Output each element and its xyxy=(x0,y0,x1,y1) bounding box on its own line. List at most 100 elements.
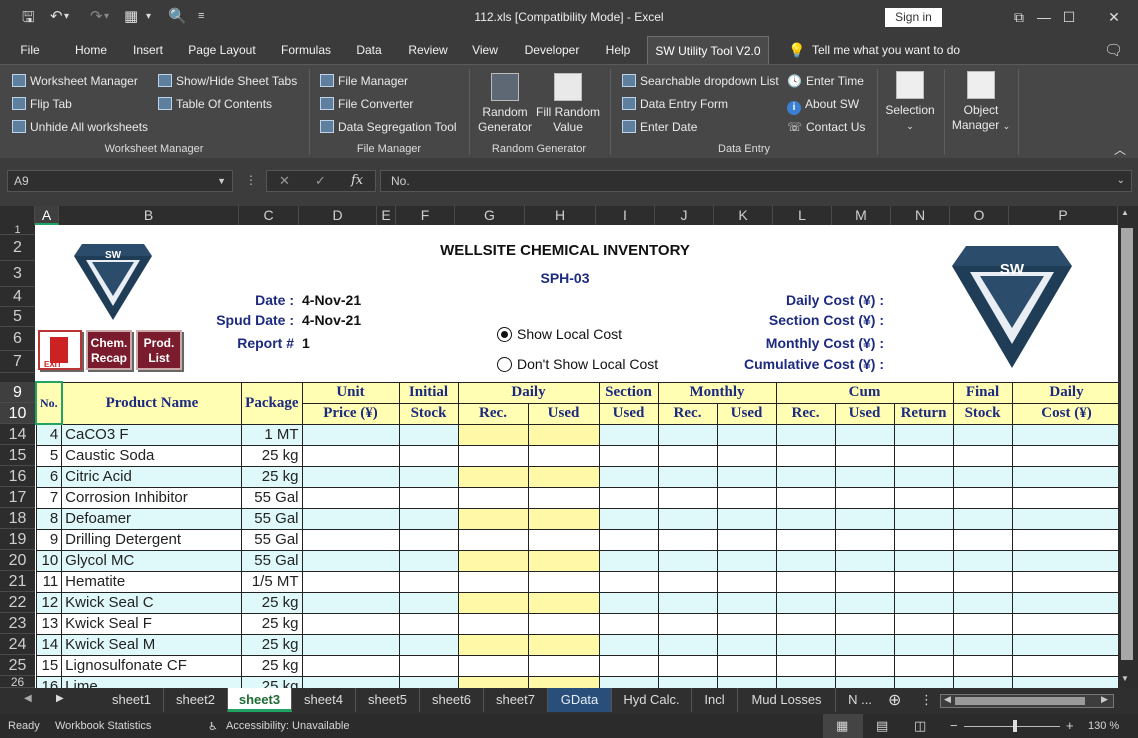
data-cell[interactable] xyxy=(527,507,600,530)
product-name[interactable]: Kwick Seal M xyxy=(61,633,243,656)
data-cell[interactable] xyxy=(716,591,777,614)
tab-review[interactable]: Review xyxy=(408,43,448,57)
data-cell[interactable] xyxy=(598,570,659,593)
data-cell[interactable] xyxy=(775,675,836,688)
data-cell[interactable] xyxy=(1011,465,1122,488)
data-cell[interactable] xyxy=(834,486,895,509)
fill-random-value-button[interactable]: Fill Random Value xyxy=(534,73,602,135)
data-cell[interactable] xyxy=(775,423,836,446)
data-cell[interactable] xyxy=(398,486,459,509)
prod-list-button[interactable]: Prod. List xyxy=(136,330,182,370)
header-daily-used[interactable]: Used xyxy=(527,402,600,425)
data-cell[interactable] xyxy=(457,570,529,593)
data-cell[interactable] xyxy=(301,570,400,593)
header-cum[interactable]: Cum xyxy=(775,381,954,404)
data-cell[interactable] xyxy=(893,549,954,572)
data-cell[interactable] xyxy=(598,612,659,635)
row-number[interactable]: 16 xyxy=(35,675,63,688)
add-sheet-icon[interactable]: ⊕ xyxy=(888,692,902,709)
table-row[interactable]: 16 Lime 25 kg xyxy=(35,675,1122,688)
data-cell[interactable] xyxy=(952,423,1013,446)
data-cell[interactable] xyxy=(598,528,659,551)
data-cell[interactable] xyxy=(1011,423,1122,446)
undo-dropdown-icon[interactable]: ▾ xyxy=(64,11,70,22)
column-header[interactable]: A xyxy=(35,206,59,225)
package[interactable]: 25 kg xyxy=(241,654,303,677)
header-cum-rec[interactable]: Rec. xyxy=(775,402,836,425)
scroll-right-icon[interactable]: ▶ xyxy=(1101,694,1108,704)
data-cell[interactable] xyxy=(398,591,459,614)
sheet-tab[interactable]: GData xyxy=(548,688,612,712)
minimize-icon[interactable]: — xyxy=(1037,9,1051,25)
zoom-in-icon[interactable]: + xyxy=(1066,718,1074,733)
sheet-tab[interactable]: sheet4 xyxy=(292,688,356,712)
data-cell[interactable] xyxy=(598,423,659,446)
header-section[interactable]: Section xyxy=(598,381,659,404)
tab-view[interactable]: View xyxy=(472,43,498,57)
enter-date-button[interactable]: Enter Date xyxy=(622,117,697,137)
header-final-stock-2[interactable]: Stock xyxy=(952,402,1013,425)
data-cell[interactable] xyxy=(598,654,659,677)
header-unit-price[interactable]: Unit xyxy=(301,381,400,404)
data-cell[interactable] xyxy=(598,444,659,467)
data-cell[interactable] xyxy=(527,591,600,614)
next-sheet-icon[interactable]: ▶ xyxy=(56,693,64,704)
product-name[interactable]: Kwick Seal F xyxy=(61,612,243,635)
data-cell[interactable] xyxy=(527,528,600,551)
header-final-stock[interactable]: Final xyxy=(952,381,1013,404)
zoom-out-icon[interactable]: − xyxy=(950,718,958,733)
data-cell[interactable] xyxy=(398,654,459,677)
random-generator-button[interactable]: Random Generator xyxy=(474,73,536,135)
column-header[interactable]: J xyxy=(655,206,714,225)
product-name[interactable]: Hematite xyxy=(61,570,243,593)
data-cell[interactable] xyxy=(775,528,836,551)
sheet-tab[interactable]: sheet7 xyxy=(484,688,548,712)
table-row[interactable]: 11 Hematite 1/5 MT xyxy=(35,570,1122,593)
row-header[interactable]: 20 xyxy=(0,550,35,571)
worksheet-manager-button[interactable]: Worksheet Manager xyxy=(12,71,138,91)
data-cell[interactable] xyxy=(598,675,659,688)
data-cell[interactable] xyxy=(952,486,1013,509)
accessibility-status[interactable]: Accessibility: Unavailable xyxy=(226,720,350,732)
data-cell[interactable] xyxy=(716,612,777,635)
product-name[interactable]: Corrosion Inhibitor xyxy=(61,486,243,509)
row-number[interactable]: 6 xyxy=(35,465,63,488)
product-name[interactable]: Lime xyxy=(61,675,243,688)
data-cell[interactable] xyxy=(893,570,954,593)
data-cell[interactable] xyxy=(657,465,718,488)
data-cell[interactable] xyxy=(457,528,529,551)
row-header[interactable]: 3 xyxy=(0,261,35,287)
row-number[interactable]: 12 xyxy=(35,591,63,614)
data-cell[interactable] xyxy=(834,591,895,614)
worksheet-grid[interactable]: A B C D E F G H I J K L M N O P 1 2 3 4 … xyxy=(0,206,1138,688)
data-cell[interactable] xyxy=(398,549,459,572)
comments-icon[interactable]: 🗨 xyxy=(1104,42,1124,59)
data-cell[interactable] xyxy=(301,444,400,467)
table-row[interactable]: 13 Kwick Seal F 25 kg xyxy=(35,612,1122,635)
data-cell[interactable] xyxy=(1011,549,1122,572)
data-cell[interactable] xyxy=(834,507,895,530)
prev-sheet-icon[interactable]: ◀ xyxy=(24,693,32,704)
zoom-level[interactable]: 130 % xyxy=(1088,720,1120,732)
row-header[interactable]: 19 xyxy=(0,529,35,550)
column-header[interactable]: E xyxy=(377,206,396,225)
data-cell[interactable] xyxy=(1011,654,1122,677)
row-header[interactable]: 9 xyxy=(0,382,35,403)
save-icon[interactable]: 🖫 xyxy=(22,9,35,26)
data-cell[interactable] xyxy=(657,591,718,614)
sheet-tab[interactable]: N ... xyxy=(848,692,872,707)
show-local-cost-radio[interactable]: Show Local Cost xyxy=(497,326,622,342)
sheet-tab[interactable]: sheet5 xyxy=(356,688,420,712)
package[interactable]: 55 Gal xyxy=(241,549,303,572)
column-header[interactable]: D xyxy=(299,206,377,225)
data-cell[interactable] xyxy=(716,486,777,509)
show-hide-tabs-button[interactable]: Show/Hide Sheet Tabs xyxy=(158,71,297,91)
header-no[interactable]: No. xyxy=(35,381,63,425)
row-header[interactable]: 21 xyxy=(0,571,35,592)
row-header[interactable]: 10 xyxy=(0,403,35,424)
product-name[interactable]: Caustic Soda xyxy=(61,444,243,467)
select-all-corner[interactable] xyxy=(0,206,35,225)
header-initial-stock-2[interactable]: Stock xyxy=(398,402,459,425)
row-header[interactable]: 1 xyxy=(0,225,35,236)
table-row[interactable]: 9 Drilling Detergent 55 Gal xyxy=(35,528,1122,551)
